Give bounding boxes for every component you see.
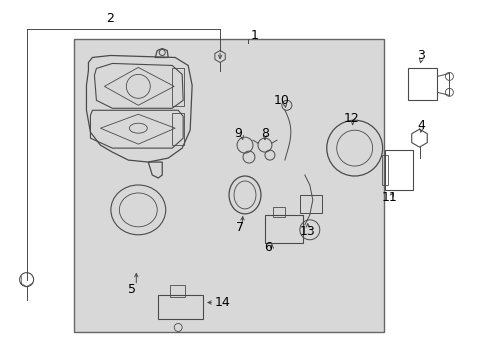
- Text: 11: 11: [381, 192, 397, 204]
- Bar: [384, 150, 412, 190]
- Text: 6: 6: [264, 241, 271, 254]
- Text: 8: 8: [261, 127, 268, 140]
- Text: 14: 14: [214, 296, 229, 309]
- Text: 3: 3: [417, 49, 425, 62]
- Text: 9: 9: [234, 127, 242, 140]
- Text: 1: 1: [250, 29, 258, 42]
- Bar: [158, 294, 203, 319]
- Bar: [172, 113, 184, 145]
- Bar: [264, 215, 302, 243]
- Bar: [272, 207, 285, 217]
- Text: 5: 5: [128, 283, 136, 296]
- Text: 7: 7: [236, 221, 244, 234]
- Text: 12: 12: [343, 112, 359, 125]
- Bar: [381, 155, 387, 185]
- Text: 4: 4: [417, 119, 425, 132]
- Bar: [407, 68, 437, 100]
- Text: 2: 2: [106, 12, 114, 25]
- Text: 13: 13: [299, 225, 315, 238]
- Bar: [172, 68, 184, 106]
- Bar: [299, 195, 321, 213]
- Text: 10: 10: [273, 94, 289, 107]
- Bar: [170, 285, 185, 297]
- Bar: [74, 39, 383, 332]
